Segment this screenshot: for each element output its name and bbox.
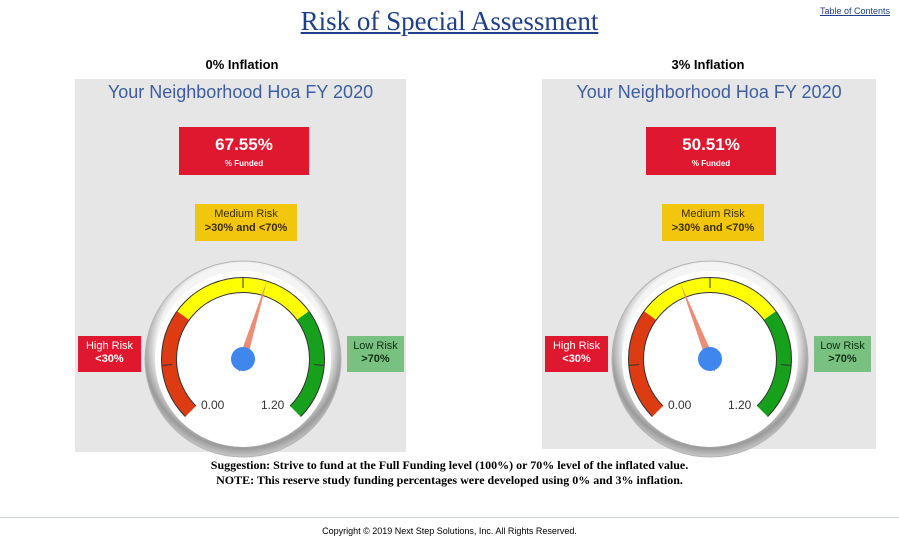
table-of-contents-link[interactable]: Table of Contents — [819, 6, 890, 16]
panel-heading-0pct: 0% Inflation — [205, 57, 279, 72]
funded-value: 67.55% — [215, 135, 273, 154]
gauge-band-outline — [161, 277, 325, 417]
suggestion-text: Suggestion: Strive to fund at the Full F… — [210, 458, 689, 472]
high-risk-label: High Risk — [85, 340, 134, 352]
panel-title: Your Neighborhood Hoa FY 2020 — [576, 82, 842, 102]
gauge-band-outline — [628, 277, 792, 417]
low-risk-range: >70% — [828, 353, 857, 365]
high-risk-box: High Risk <30% — [545, 336, 608, 372]
funding-gauge: 0.00 1.20 — [144, 260, 342, 458]
low-risk-label: Low Risk — [353, 340, 398, 352]
footer-divider — [0, 517, 899, 518]
gauge-tick — [162, 364, 173, 366]
funded-value: 50.51% — [682, 135, 740, 154]
high-risk-label: High Risk — [552, 340, 601, 352]
gauge-ticks — [629, 278, 791, 366]
gauge-tick — [629, 364, 640, 366]
gauge-max-label: 1.20 — [261, 398, 285, 412]
medium-risk-box: Medium Risk >30% and <70% — [662, 204, 764, 241]
notes: Suggestion: Strive to fund at the Full F… — [0, 458, 899, 488]
high-risk-range: <30% — [95, 353, 124, 365]
gauge-hub — [698, 347, 722, 371]
high-risk-range: <30% — [562, 353, 591, 365]
page-title: Risk of Special Assessment — [300, 6, 599, 36]
medium-risk-range: >30% and <70% — [204, 222, 288, 234]
gauge-max-label: 1.20 — [728, 398, 752, 412]
medium-risk-range: >30% and <70% — [671, 222, 755, 234]
low-risk-box: Low Risk >70% — [814, 336, 871, 372]
gauge-min-label: 0.00 — [668, 398, 692, 412]
funded-percent-box: 50.51% % Funded — [646, 127, 776, 175]
funded-label: % Funded — [691, 159, 731, 168]
low-risk-box: Low Risk >70% — [347, 336, 404, 372]
funded-label: % Funded — [224, 159, 264, 168]
gauge-panel-0pct: Your Neighborhood Hoa FY 2020 67.55% % F… — [75, 79, 406, 458]
gauge-ticks — [162, 278, 324, 366]
funding-gauge: 0.00 1.20 — [611, 260, 809, 458]
low-risk-range: >70% — [361, 353, 390, 365]
low-risk-label: Low Risk — [820, 340, 865, 352]
medium-risk-label: Medium Risk — [681, 208, 745, 220]
note-text: NOTE: This reserve study funding percent… — [216, 473, 683, 487]
gauge-tick — [313, 364, 324, 366]
copyright-text: Copyright © 2019 Next Step Solutions, In… — [322, 526, 577, 536]
medium-risk-box: Medium Risk >30% and <70% — [195, 204, 297, 241]
gauge-panel-3pct: Your Neighborhood Hoa FY 2020 50.51% % F… — [542, 79, 876, 458]
gauge-min-label: 0.00 — [201, 398, 225, 412]
funded-percent-box: 67.55% % Funded — [179, 127, 309, 175]
medium-risk-label: Medium Risk — [214, 208, 278, 220]
gauge-hub — [231, 347, 255, 371]
high-risk-box: High Risk <30% — [78, 336, 141, 372]
panel-heading-3pct: 3% Inflation — [671, 57, 745, 72]
panel-title: Your Neighborhood Hoa FY 2020 — [107, 82, 374, 102]
gauge-tick — [780, 364, 791, 366]
